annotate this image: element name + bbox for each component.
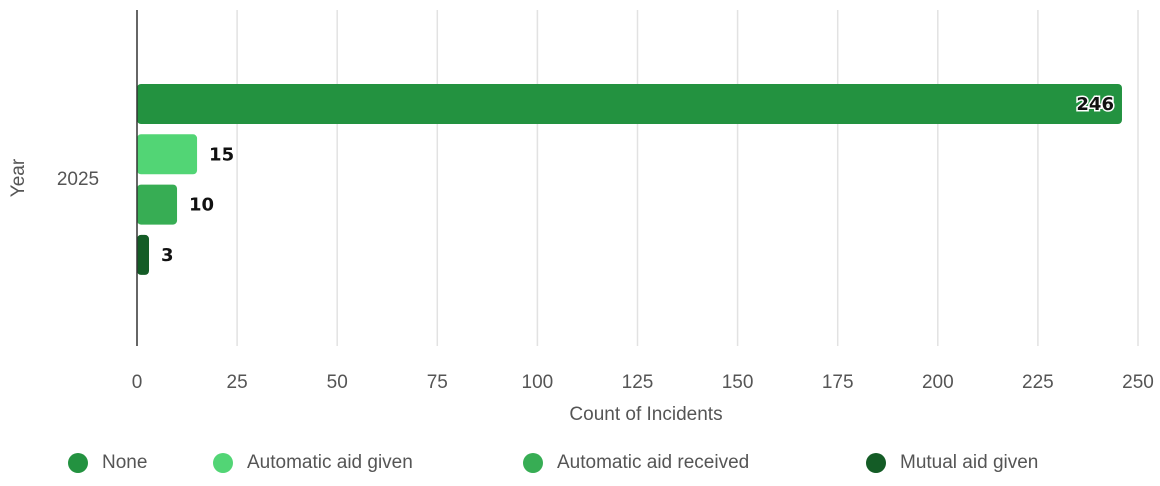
x-tick-label: 150 <box>722 372 754 393</box>
bar-automatic-aid-received[interactable] <box>137 184 178 225</box>
legend-label: Mutual aid given <box>900 452 1039 473</box>
legend: None Automatic aid given Automatic aid rec… <box>0 452 1160 486</box>
legend-item-mutual-aid-given[interactable]: Mutual aid given <box>866 452 1038 474</box>
x-tick-label: 175 <box>822 372 854 393</box>
x-tick-labels: 0 25 50 75 100 125 150 175 200 225 250 <box>132 372 1154 393</box>
y-axis-title: Year <box>8 158 29 197</box>
x-tick-label: 0 <box>132 372 143 393</box>
bar-mutual-aid-given[interactable] <box>137 234 150 275</box>
legend-item-automatic-aid-received[interactable]: Automatic aid received <box>523 452 749 474</box>
bar-chart: 246 15 10 3 0 25 50 75 100 125 150 175 200 225 250 20… <box>8 10 1154 425</box>
legend-label: Automatic aid received <box>557 452 750 473</box>
data-label: 3 <box>161 245 174 266</box>
gridlines <box>236 10 1139 346</box>
x-tick-label: 50 <box>327 372 348 393</box>
x-tick-label: 125 <box>622 372 654 393</box>
data-label: 246 <box>1076 94 1114 115</box>
legend-swatch <box>866 453 886 473</box>
data-labels: 246 15 10 3 <box>161 93 1115 266</box>
x-tick-label: 225 <box>1022 372 1054 393</box>
bar-automatic-aid-given[interactable] <box>137 134 198 175</box>
legend-item-none[interactable]: None <box>68 452 147 474</box>
data-label: 10 <box>189 195 214 216</box>
legend-label: Automatic aid given <box>247 452 413 473</box>
x-tick-label: 25 <box>227 372 248 393</box>
x-tick-label: 100 <box>522 372 554 393</box>
x-tick-label: 200 <box>922 372 954 393</box>
x-tick-label: 75 <box>427 372 448 393</box>
legend-swatch <box>213 453 233 473</box>
legend-item-automatic-aid-given[interactable]: Automatic aid given <box>213 452 413 474</box>
legend-swatch <box>523 453 543 473</box>
data-label: 15 <box>209 144 234 165</box>
x-tick-label: 250 <box>1122 372 1154 393</box>
legend-swatch <box>68 453 88 473</box>
bar-none[interactable] <box>137 84 1122 124</box>
legend-label: None <box>102 452 148 473</box>
y-category-label: 2025 <box>57 169 99 190</box>
x-axis-title: Count of Incidents <box>569 404 722 425</box>
bars <box>137 84 1122 275</box>
